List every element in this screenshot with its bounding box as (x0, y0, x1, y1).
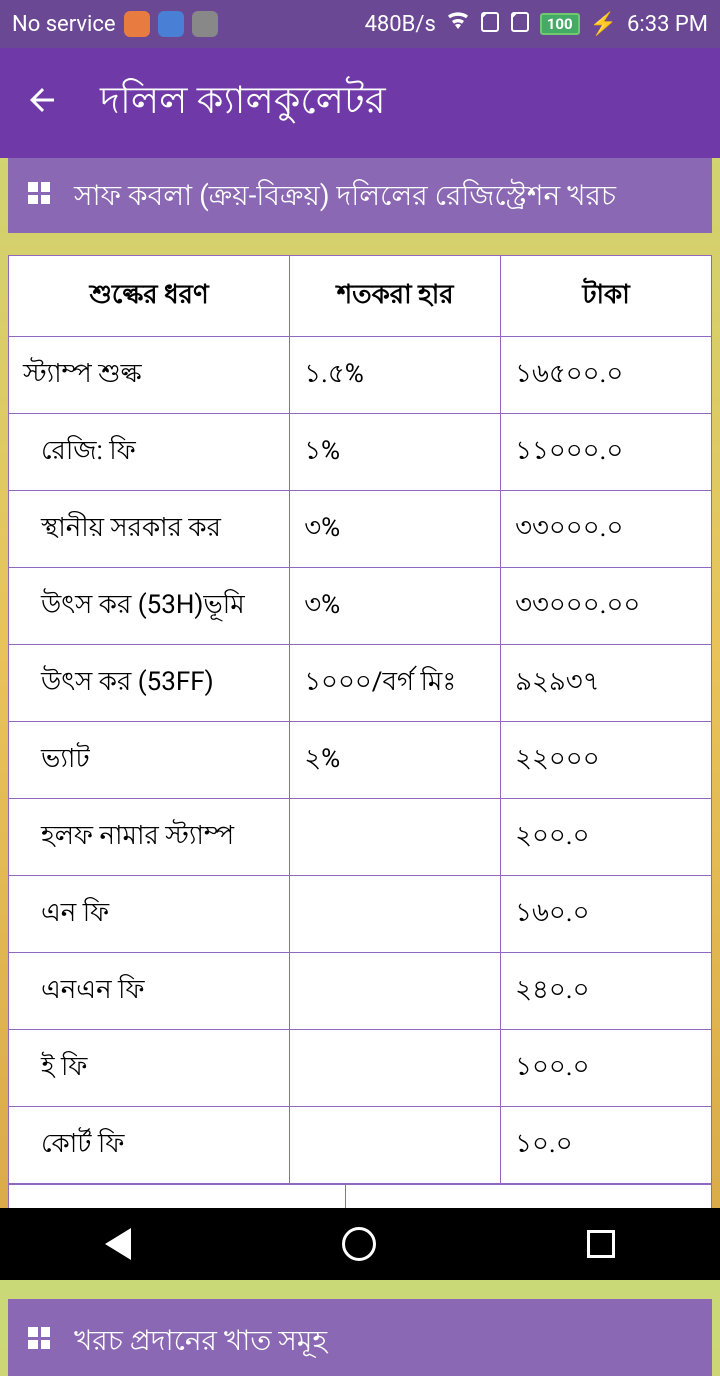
table-row: এনএন ফি ২৪০.০ (9, 953, 712, 1030)
table-row: এন ফি ১৬০.০ (9, 876, 712, 953)
fee-name-cell: হলফ নামার স্ট্যাম্প (9, 799, 290, 876)
table-row: হলফ নামার স্ট্যাম্প ২০০.০ (9, 799, 712, 876)
table-row: স্ট্যাম্প শুল্ক১.৫%১৬৫০০.০ (9, 337, 712, 414)
fee-name-cell: স্ট্যাম্প শুল্ক (9, 337, 290, 414)
back-button[interactable] (24, 77, 60, 129)
fee-table: শুল্কের ধরণ শতকরা হার টাকা স্ট্যাম্প শুল… (8, 255, 712, 1184)
status-left: No service (12, 11, 218, 37)
page-title: দলিল ক্যালকুলেটর (100, 71, 386, 135)
grid-icon (28, 1327, 50, 1349)
fee-rate-cell: ১% (290, 414, 501, 491)
clock-text: 6:33 PM (627, 12, 708, 37)
table-row: ই ফি ১০০.০ (9, 1030, 712, 1107)
fee-rate-cell (290, 799, 501, 876)
content-area: সাফ কবলা (ক্রয়-বিক্রয়) দলিলের রেজিস্ট্… (0, 158, 720, 1376)
section-title-payment: খরচ প্রদানের খাত সমূহ (74, 1321, 327, 1360)
fee-amount-cell: ২২০০০ (501, 722, 712, 799)
fee-rate-cell: ১.৫% (290, 337, 501, 414)
wifi-icon (446, 11, 470, 37)
notif-icon-3 (192, 11, 218, 37)
charging-icon: ⚡ (590, 12, 617, 37)
table-row: ভ্যাট২%২২০০০ (9, 722, 712, 799)
fee-amount-cell: ১০.০ (501, 1107, 712, 1184)
sim2-icon (510, 9, 530, 39)
table-row: উৎস কর (53H)ভূমি৩%৩৩০০০.০০ (9, 568, 712, 645)
fee-amount-cell: ১৬৫০০.০ (501, 337, 712, 414)
fee-name-cell: রেজি: ফি (9, 414, 290, 491)
table-row: কোর্ট ফি ১০.০ (9, 1107, 712, 1184)
system-nav-bar (0, 1208, 720, 1280)
fee-name-cell: উৎস কর (53H)ভূমি (9, 568, 290, 645)
fee-rate-cell: ১০০০/বর্গ মিঃ (290, 645, 501, 722)
fee-name-cell: এনএন ফি (9, 953, 290, 1030)
section-title-fees: সাফ কবলা (ক্রয়-বিক্রয়) দলিলের রেজিস্ট্… (74, 176, 616, 215)
section-header-payment[interactable]: খরচ প্রদানের খাত সমূহ (8, 1299, 712, 1376)
col-header-type: শুল্কের ধরণ (9, 256, 290, 337)
app-bar: দলিল ক্যালকুলেটর (0, 48, 720, 158)
fee-amount-cell: ৯২৯৩৭ (501, 645, 712, 722)
notif-icon-2 (158, 11, 184, 37)
nav-home-button[interactable] (342, 1227, 376, 1261)
service-text: No service (12, 12, 116, 37)
fee-amount-cell: ৩৩০০০.০ (501, 491, 712, 568)
col-header-amount: টাকা (501, 256, 712, 337)
fee-name-cell: ই ফি (9, 1030, 290, 1107)
fee-amount-cell: ১১০০০.০ (501, 414, 712, 491)
battery-indicator: 100 (540, 13, 580, 35)
col-header-rate: শতকরা হার (290, 256, 501, 337)
fee-rate-cell (290, 1107, 501, 1184)
data-rate-text: 480B/s (365, 12, 436, 37)
fee-rate-cell (290, 876, 501, 953)
table-row: উৎস কর (53FF)১০০০/বর্গ মিঃ৯২৯৩৭ (9, 645, 712, 722)
table-header-row: শুল্কের ধরণ শতকরা হার টাকা (9, 256, 712, 337)
fee-rate-cell: ২% (290, 722, 501, 799)
fee-name-cell: স্থানীয় সরকার কর (9, 491, 290, 568)
status-right: 480B/s 100 ⚡ 6:33 PM (365, 9, 708, 39)
nav-back-button[interactable] (105, 1228, 131, 1260)
nav-recents-button[interactable] (587, 1230, 615, 1258)
table-row: রেজি: ফি১%১১০০০.০ (9, 414, 712, 491)
table-row: স্থানীয় সরকার কর৩%৩৩০০০.০ (9, 491, 712, 568)
spacer (8, 233, 712, 255)
fee-rate-cell (290, 953, 501, 1030)
fee-amount-cell: ১০০.০ (501, 1030, 712, 1107)
grid-icon (28, 182, 50, 204)
section-header-fees[interactable]: সাফ কবলা (ক্রয়-বিক্রয়) দলিলের রেজিস্ট্… (8, 158, 712, 233)
fee-rate-cell: ৩% (290, 568, 501, 645)
fee-amount-cell: ২৪০.০ (501, 953, 712, 1030)
fee-name-cell: উৎস কর (53FF) (9, 645, 290, 722)
fee-name-cell: কোর্ট ফি (9, 1107, 290, 1184)
fee-amount-cell: ১৬০.০ (501, 876, 712, 953)
fee-rate-cell (290, 1030, 501, 1107)
notif-icon-1 (124, 11, 150, 37)
fee-name-cell: ভ্যাট (9, 722, 290, 799)
fee-rate-cell: ৩% (290, 491, 501, 568)
status-bar: No service 480B/s 100 ⚡ 6:33 PM (0, 0, 720, 48)
fee-amount-cell: ৩৩০০০.০০ (501, 568, 712, 645)
fee-amount-cell: ২০০.০ (501, 799, 712, 876)
sim1-icon (480, 9, 500, 39)
fee-name-cell: এন ফি (9, 876, 290, 953)
